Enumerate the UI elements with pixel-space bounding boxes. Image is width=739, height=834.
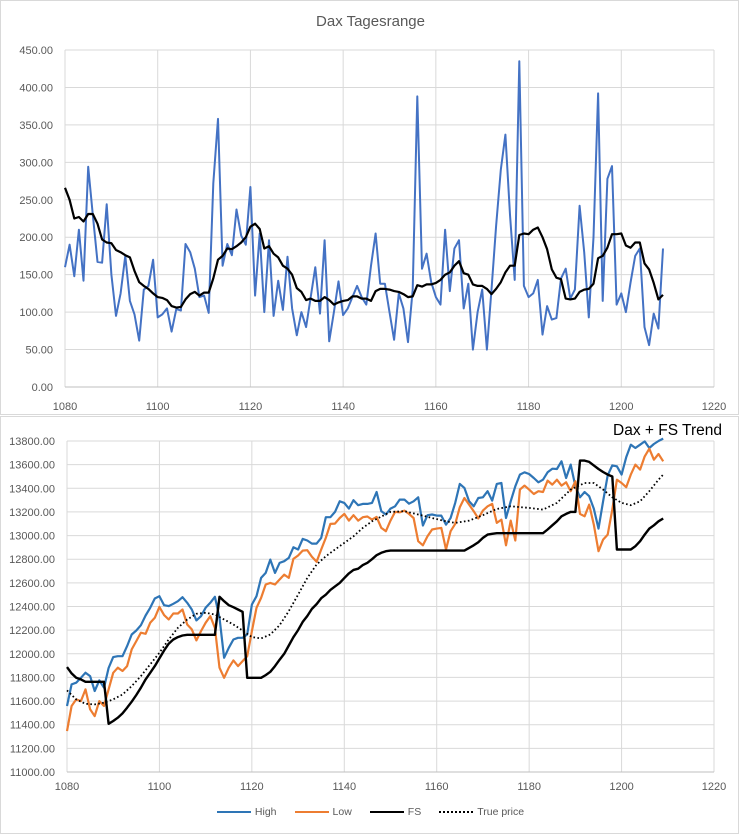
dax-tagesrange-chart: 0.00 50.00 100.00 150.00 200.00 250.00 300.00 3… — [0, 0, 739, 415]
y-tick-label: 11200.00 — [10, 743, 55, 755]
y-tick-label: 50.00 — [25, 345, 53, 357]
dax-fs-trend-plot: 11000.00 11200.00 11400.00 11600.00 11800.00… — [9, 436, 726, 793]
y-tick-label: 13600.00 — [9, 460, 55, 472]
legend-label: Low — [332, 806, 352, 818]
legend-swatch-fs — [369, 811, 404, 813]
x-tick-label: 1160 — [425, 781, 449, 793]
y-tick-label: 11400.00 — [10, 720, 55, 732]
x-tick-label: 1080 — [55, 781, 79, 793]
y-tick-label: 300.00 — [19, 157, 53, 169]
x-tick-label: 1220 — [702, 401, 726, 413]
legend-label: High — [254, 806, 277, 818]
y-tick-label: 13200.00 — [9, 507, 55, 519]
x-tick-label: 1180 — [517, 401, 541, 413]
x-tick-label: 1160 — [424, 401, 448, 413]
y-tick-label: 13000.00 — [9, 531, 55, 543]
chart-title: Dax + FS Trend — [613, 422, 722, 439]
x-tick-label: 1120 — [239, 401, 263, 413]
x-tick-label: 1140 — [331, 401, 355, 413]
y-tick-label: 350.00 — [19, 120, 53, 132]
y-tick-label: 11000.00 — [10, 767, 55, 779]
legend-swatch-high — [216, 811, 251, 813]
y-tick-label: 12800.00 — [9, 554, 55, 566]
x-tick-label: 1220 — [702, 781, 726, 793]
series-line-low — [65, 447, 665, 732]
legend-label: True price — [477, 806, 525, 818]
series-line-series-0 — [64, 60, 664, 351]
x-tick-label: 1100 — [148, 781, 172, 793]
legend-label: FS — [407, 806, 422, 818]
legend-item-high: High — [216, 806, 277, 818]
series-line-high — [65, 437, 664, 707]
y-tick-label: 12200.00 — [9, 625, 55, 637]
series-line-fs — [66, 459, 664, 725]
y-tick-label: 13400.00 — [9, 483, 55, 495]
y-tick-label: 11600.00 — [10, 696, 55, 708]
x-tick-label: 1080 — [53, 401, 77, 413]
dax-tagesrange-plot: 0.00 50.00 100.00 150.00 200.00 250.00 300.00 3… — [19, 45, 726, 413]
legend-swatch-low — [294, 811, 329, 813]
x-tick-label: 1100 — [146, 401, 170, 413]
y-tick-label: 12400.00 — [9, 602, 55, 614]
y-tick-label: 150.00 — [19, 270, 53, 282]
y-tick-label: 13800.00 — [9, 436, 55, 448]
x-tick-label: 1200 — [609, 401, 633, 413]
y-tick-label: 200.00 — [19, 232, 53, 244]
y-tick-label: 400.00 — [19, 82, 53, 94]
y-tick-label: 100.00 — [19, 307, 53, 319]
series-line-series-1 — [63, 187, 664, 309]
dax-fs-trend-chart: 11000.00 11200.00 11400.00 11600.00 11800.00… — [0, 416, 739, 834]
y-tick-label: 0.00 — [32, 382, 53, 394]
y-tick-label: 12000.00 — [9, 649, 55, 661]
y-tick-label: 11800.00 — [10, 672, 55, 684]
legend-item-fs: FS — [369, 806, 422, 818]
x-tick-label: 1140 — [332, 781, 356, 793]
legend-swatch-true-price — [439, 811, 474, 813]
legend-item-true-price: True price — [439, 806, 524, 818]
chart-title: Dax Tagesrange — [316, 13, 425, 30]
x-tick-label: 1200 — [609, 781, 633, 793]
x-tick-label: 1180 — [517, 781, 541, 793]
series-line-true-price — [66, 473, 664, 706]
y-tick-label: 250.00 — [19, 195, 53, 207]
y-tick-label: 450.00 — [19, 45, 53, 57]
legend-item-low: Low — [294, 806, 352, 818]
legend: High Low FS True price — [1, 806, 739, 818]
y-tick-label: 12600.00 — [9, 578, 55, 590]
x-tick-label: 1120 — [240, 781, 264, 793]
